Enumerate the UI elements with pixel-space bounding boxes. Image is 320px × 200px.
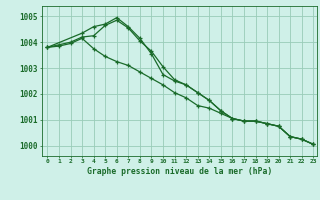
X-axis label: Graphe pression niveau de la mer (hPa): Graphe pression niveau de la mer (hPa)	[87, 167, 272, 176]
